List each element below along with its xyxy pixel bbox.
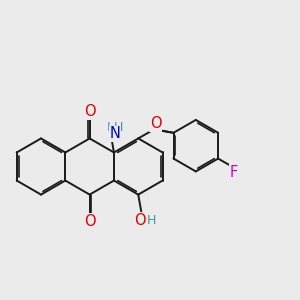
- Text: O: O: [150, 116, 161, 131]
- Text: H: H: [107, 121, 116, 134]
- Text: O: O: [84, 104, 95, 119]
- Text: N: N: [110, 127, 120, 142]
- Text: O: O: [134, 212, 146, 227]
- Text: H: H: [146, 214, 156, 227]
- Text: F: F: [230, 165, 238, 180]
- Text: H: H: [113, 121, 123, 134]
- Text: O: O: [84, 214, 95, 229]
